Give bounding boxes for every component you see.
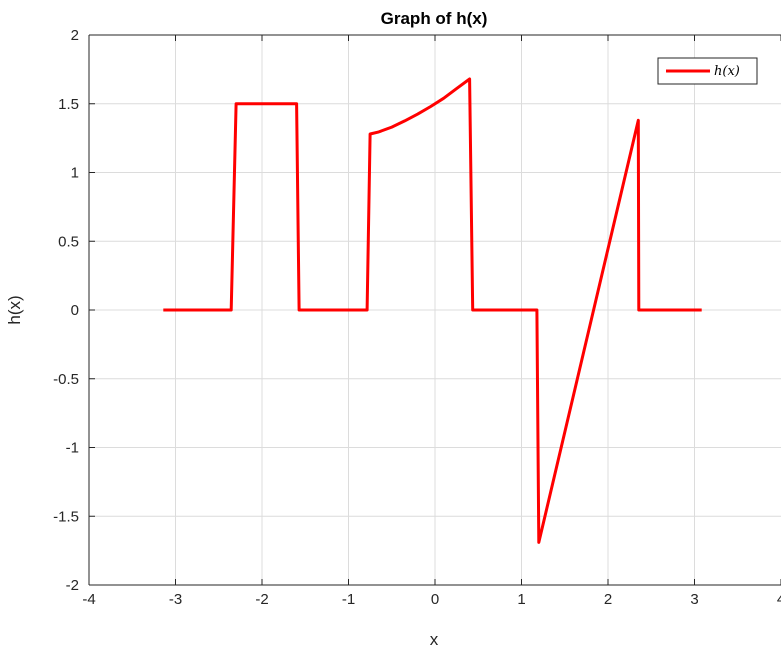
legend-entry-label: h(x) (714, 64, 740, 79)
plot-area: -4 -3 -2 -1 0 1 2 3 4 -2 -1.5 -1 -0.5 0 0.5 1 1.5 2 (53, 27, 781, 608)
y-tick-label: -1 (66, 440, 79, 457)
legend: h(x) (657, 57, 758, 85)
y-tick-label: 1.5 (58, 96, 79, 113)
y-tick-label: -0.5 (53, 371, 79, 388)
y-axis-label: h(x) (5, 295, 24, 324)
x-axis-label: x (430, 630, 439, 649)
y-tick-label: 1 (71, 165, 79, 182)
y-tick-label: -2 (66, 577, 79, 594)
series-line-h (163, 77, 702, 544)
x-tick-label: 4 (777, 591, 781, 608)
y-axis-ticks: -2 -1.5 -1 -0.5 0 0.5 1 1.5 2 (53, 27, 95, 594)
x-tick-label: 3 (690, 591, 698, 608)
x-tick-label: 2 (604, 591, 612, 608)
x-tick-label: 1 (517, 591, 525, 608)
y-tick-label: 0 (71, 302, 79, 319)
x-tick-label: 0 (431, 591, 439, 608)
x-tick-label: -2 (255, 591, 268, 608)
x-tick-label: -3 (169, 591, 182, 608)
y-tick-label: -1.5 (53, 508, 79, 525)
x-tick-label: -4 (82, 591, 95, 608)
y-tick-label: 0.5 (58, 233, 79, 250)
x-tick-label: -1 (342, 591, 355, 608)
series-layer (163, 77, 702, 544)
x-axis-ticks: -4 -3 -2 -1 0 1 2 3 4 (82, 35, 781, 608)
y-tick-label: 2 (71, 27, 79, 44)
chart-title: Graph of h(x) (381, 9, 488, 28)
